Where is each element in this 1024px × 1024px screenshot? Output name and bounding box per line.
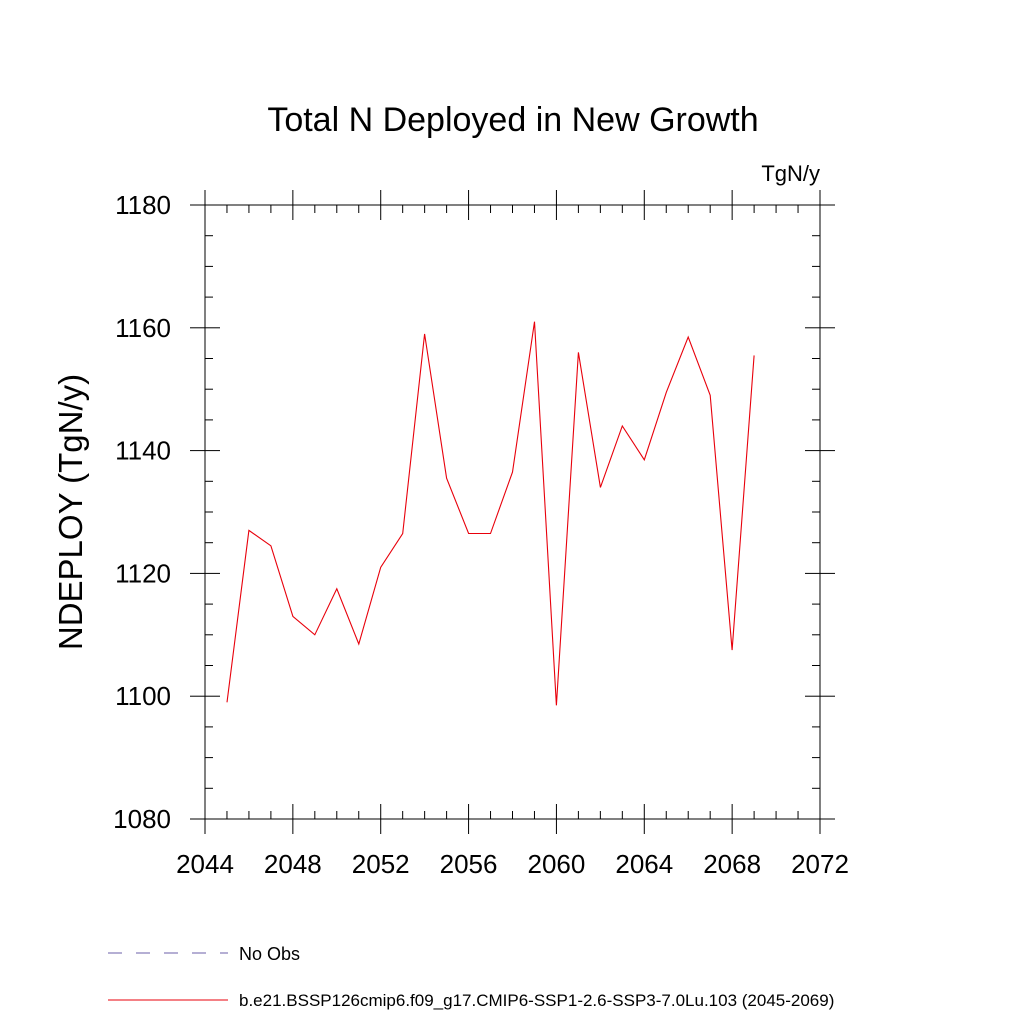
legend: No Obs b.e21.BSSP126cmip6.f09_g17.CMIP6-… [108,944,834,1010]
x-tick-label: 2064 [615,849,673,879]
chart-title: Total N Deployed in New Growth [267,101,758,139]
x-tick-label: 2068 [703,849,761,879]
y-tick-label: 1100 [115,681,171,711]
y-tick-label: 1140 [115,436,171,466]
y-tick-label: 1120 [115,558,171,588]
y-tick-label: 1160 [115,313,171,343]
y-tick-label: 1180 [115,190,171,220]
series-lines [226,321,755,706]
units-label: TgN/y [761,161,820,186]
x-tick-label: 2048 [264,849,322,879]
axis-tick-labels: 2044 2048 2052 2056 2060 2064 2068 2072 1080 1100… [113,190,849,879]
plot-frame [204,204,821,820]
x-tick-label: 2072 [791,849,849,879]
x-tick-label: 2060 [528,849,586,879]
series-line-0 [226,321,755,706]
legend-label-no-obs: No Obs [239,944,300,964]
legend-label-model-run: b.e21.BSSP126cmip6.f09_g17.CMIP6-SSP1-2.… [239,991,834,1010]
y-axis-label: NDEPLOY (TgN/y) [52,374,89,650]
x-tick-label: 2044 [176,849,234,879]
x-tick-label: 2052 [352,849,410,879]
y-tick-label: 1080 [113,804,171,834]
x-tick-label: 2056 [440,849,498,879]
axis-ticks [190,190,835,834]
